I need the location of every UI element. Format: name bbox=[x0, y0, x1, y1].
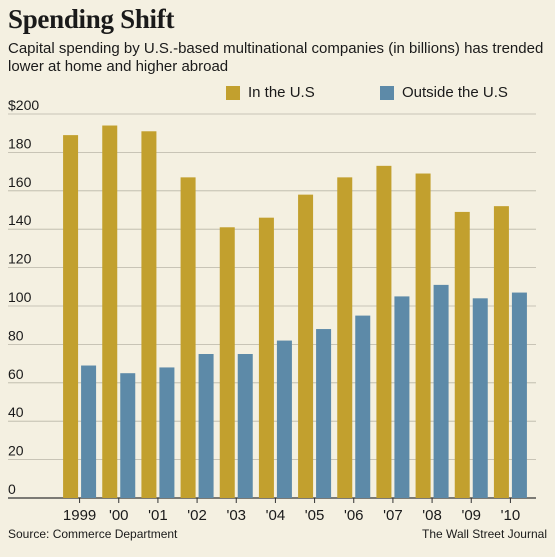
bar-outside-8 bbox=[394, 296, 410, 498]
bar-outside-11 bbox=[511, 292, 527, 498]
legend-swatch-outside bbox=[380, 85, 394, 100]
bar-us-2 bbox=[141, 131, 157, 498]
y-tick-label: 180 bbox=[8, 135, 32, 151]
bar-us-5 bbox=[258, 217, 274, 498]
bar-us-1 bbox=[102, 125, 118, 499]
y-tick-label: 160 bbox=[8, 174, 32, 190]
legend-label-outside: Outside the U.S bbox=[402, 84, 508, 101]
bar-outside-6 bbox=[316, 329, 332, 498]
credit-note: The Wall Street Journal bbox=[422, 527, 547, 541]
bar-us-7 bbox=[337, 177, 353, 499]
bar-outside-1 bbox=[120, 373, 136, 498]
y-tick-label: 60 bbox=[8, 366, 24, 382]
x-tick-label: 1999 bbox=[63, 507, 96, 524]
legend: In the U.S Outside the U.S bbox=[0, 84, 555, 104]
y-tick-label: 0 bbox=[8, 481, 16, 497]
bar-outside-0 bbox=[81, 365, 97, 498]
source-note: Source: Commerce Department bbox=[8, 527, 178, 541]
x-tick-label: '05 bbox=[305, 507, 325, 524]
bar-us-11 bbox=[493, 206, 509, 498]
bar-outside-10 bbox=[472, 298, 488, 498]
bar-us-3 bbox=[180, 177, 196, 499]
x-tick-label: '10 bbox=[501, 507, 521, 524]
y-tick-label: 80 bbox=[8, 327, 24, 343]
bar-outside-7 bbox=[355, 315, 371, 498]
legend-item-us: In the U.S bbox=[226, 84, 315, 101]
y-tick-label: 20 bbox=[8, 443, 24, 459]
x-tick-label: '06 bbox=[344, 507, 364, 524]
x-tick-label: '01 bbox=[148, 507, 168, 524]
y-tick-label: 140 bbox=[8, 212, 32, 228]
bar-us-8 bbox=[376, 165, 392, 498]
y-tick-label: 40 bbox=[8, 404, 24, 420]
y-tick-label: $200 bbox=[8, 97, 39, 113]
chart-title: Spending Shift bbox=[8, 4, 175, 34]
x-tick-label: '07 bbox=[383, 507, 403, 524]
bar-outside-5 bbox=[276, 340, 292, 498]
legend-label-us: In the U.S bbox=[248, 84, 315, 101]
bar-outside-3 bbox=[198, 354, 214, 498]
bar-us-0 bbox=[63, 135, 79, 498]
x-tick-label: '03 bbox=[226, 507, 246, 524]
x-tick-label: '04 bbox=[266, 507, 286, 524]
legend-item-outside: Outside the U.S bbox=[380, 84, 508, 101]
x-tick-label: '00 bbox=[109, 507, 129, 524]
x-tick-label: '08 bbox=[422, 507, 442, 524]
bar-us-9 bbox=[415, 173, 431, 498]
bar-us-10 bbox=[454, 211, 470, 499]
y-tick-label: 120 bbox=[8, 251, 32, 267]
bar-us-4 bbox=[219, 227, 235, 498]
bar-outside-4 bbox=[237, 354, 253, 498]
legend-swatch-us bbox=[226, 85, 240, 100]
bar-outside-2 bbox=[159, 367, 175, 498]
chart-subtitle: Capital spending by U.S.-based multinati… bbox=[8, 40, 544, 75]
bar-us-6 bbox=[298, 194, 314, 498]
y-tick-label: 100 bbox=[8, 289, 32, 305]
x-tick-label: '09 bbox=[461, 507, 481, 524]
x-tick-label: '02 bbox=[187, 507, 207, 524]
bar-outside-9 bbox=[433, 284, 449, 498]
